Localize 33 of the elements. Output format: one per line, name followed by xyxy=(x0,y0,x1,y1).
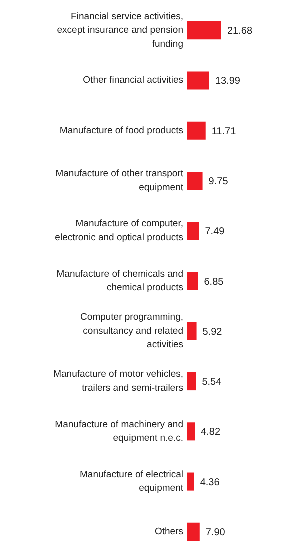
y-tick-label: Manufacture of electrical equipment xyxy=(80,469,184,494)
data-label: 6.85 xyxy=(204,276,224,288)
data-label: 7.90 xyxy=(206,527,226,538)
data-label: 5.92 xyxy=(202,326,223,338)
bar xyxy=(188,272,198,290)
data-label: 7.49 xyxy=(205,226,226,238)
bar xyxy=(188,72,210,90)
data-label: 5.54 xyxy=(202,377,222,388)
bar xyxy=(188,222,200,240)
data-label: 9.75 xyxy=(208,176,229,188)
bar xyxy=(188,322,197,340)
y-tick-label: Others xyxy=(154,526,184,538)
y-tick-label: Manufacture of computer, electronic and optical products xyxy=(55,218,184,244)
bar xyxy=(188,472,194,491)
bar xyxy=(188,522,200,541)
data-label: 11.71 xyxy=(212,126,237,138)
data-label: 4.82 xyxy=(201,427,221,438)
bar xyxy=(188,422,196,441)
y-tick-label: Computer programming, consultancy and related activities xyxy=(80,312,184,351)
y-tick-label: Manufacture of motor vehicles, trailers and semi-trailers xyxy=(54,369,184,394)
bar xyxy=(188,372,196,391)
y-tick-label: Manufacture of food products xyxy=(60,125,184,136)
y-tick-label: Manufacture of machinery and equipment n.e.c. xyxy=(55,419,184,444)
bar xyxy=(188,172,203,190)
bar xyxy=(188,122,206,140)
data-label: 13.99 xyxy=(215,76,241,88)
y-tick-label: Other financial activities xyxy=(83,75,184,86)
y-tick-label: Manufacture of other transport equipment xyxy=(56,168,184,194)
data-label: 4.36 xyxy=(200,477,220,488)
y-tick-label: Financial service activities, except insurance and pension funding xyxy=(57,11,184,50)
bar xyxy=(188,22,222,40)
data-label: 21.68 xyxy=(228,26,253,38)
y-tick-label: Manufacture of chemicals and chemical products xyxy=(56,268,184,294)
